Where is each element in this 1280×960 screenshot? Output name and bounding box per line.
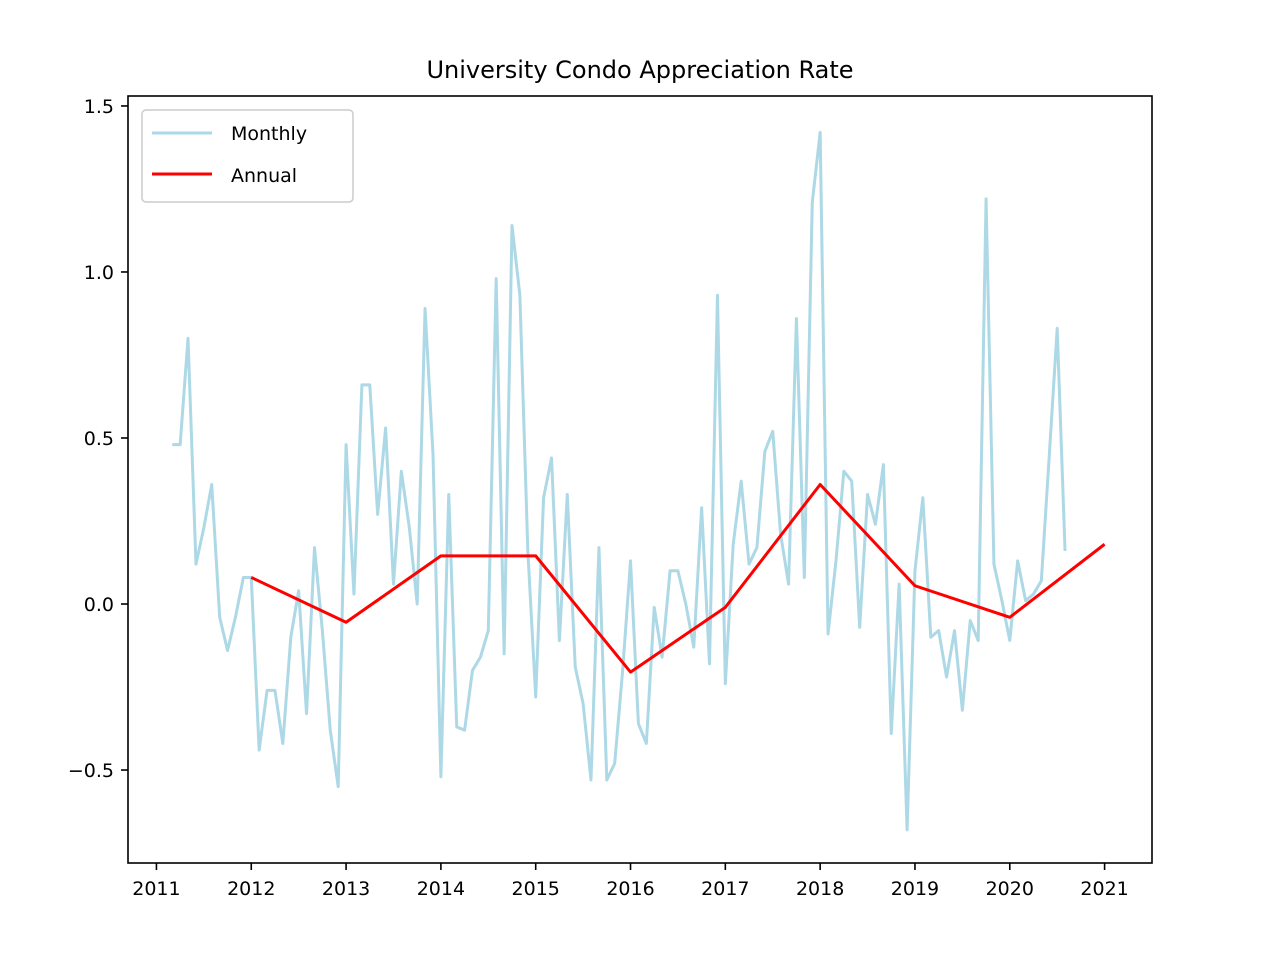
x-tick-label: 2019 (891, 878, 939, 900)
legend-annual-label: Annual (231, 165, 297, 187)
x-tick-label: 2014 (417, 878, 465, 900)
x-tick-label: 2020 (986, 878, 1034, 900)
x-axis: 2011 2012 2013 2014 2015 2016 2017 2018 2019 2020… (132, 863, 1129, 900)
y-tick-label: −0.5 (68, 760, 114, 782)
legend-monthly-label: Monthly (231, 123, 307, 145)
series-line-monthly (172, 131, 1067, 832)
y-axis: −0.5 0.0 0.5 1.0 1.5 (68, 96, 128, 782)
y-tick-label: 0.5 (84, 428, 114, 450)
x-tick-label: 2016 (606, 878, 654, 900)
y-tick-label: 1.5 (84, 96, 114, 118)
series-line-annual (250, 482, 1106, 674)
legend: Monthly Annual (141, 109, 354, 203)
x-tick-label: 2012 (227, 878, 275, 900)
y-tick-label: 0.0 (84, 594, 114, 616)
x-tick-label: 2017 (701, 878, 749, 900)
x-tick-label: 2013 (322, 878, 370, 900)
x-tick-label: 2015 (512, 878, 560, 900)
y-tick-label: 1.0 (84, 262, 114, 284)
x-tick-label: 2021 (1080, 878, 1128, 900)
x-tick-label: 2018 (796, 878, 844, 900)
plot-area-frame (127, 95, 1153, 864)
x-tick-label: 2011 (132, 878, 180, 900)
chart-title: University Condo Appreciation Rate (426, 56, 853, 84)
series-layer (172, 131, 1106, 832)
